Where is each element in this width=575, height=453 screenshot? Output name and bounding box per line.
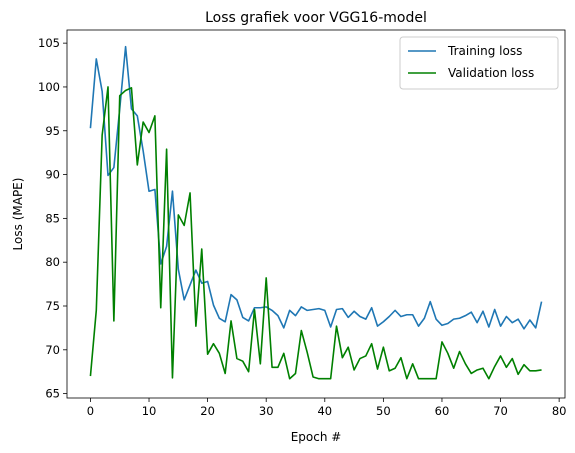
x-tick-label: 60 (435, 404, 450, 418)
y-tick-label: 95 (45, 124, 60, 138)
legend: Training loss Validation loss (399, 36, 559, 90)
y-tick-label: 105 (38, 36, 60, 50)
series-line-validation-loss (89, 86, 542, 380)
x-tick-label: 30 (259, 404, 274, 418)
y-tick-label: 85 (45, 211, 60, 225)
x-tick-label: 20 (200, 404, 215, 418)
plot-frame (66, 29, 566, 399)
x-tick-label: 70 (493, 404, 508, 418)
x-axis-label: Epoch # (291, 430, 342, 444)
plot-area (67, 30, 565, 398)
y-tick-label: 70 (45, 343, 60, 357)
x-tick-label: 50 (376, 404, 391, 418)
x-tick-label: 80 (552, 404, 567, 418)
y-tick-label: 90 (45, 168, 60, 182)
y-axis-label: Loss (MAPE) (11, 178, 25, 251)
legend-label: Validation loss (448, 66, 534, 80)
y-axis: 65 70 75 80 85 90 95 100 105 (38, 36, 67, 401)
y-tick-label: 75 (45, 299, 60, 313)
y-tick-label: 80 (45, 255, 60, 269)
x-tick-label: 40 (317, 404, 332, 418)
legend-box (399, 36, 559, 90)
x-tick-label: 0 (87, 404, 94, 418)
chart-title: Loss grafiek voor VGG16-model (205, 10, 427, 26)
series-layer (89, 45, 543, 380)
y-tick-label: 100 (38, 80, 60, 94)
legend-label: Training loss (447, 44, 522, 58)
series-line-training-loss (89, 45, 543, 330)
x-axis: 0 10 20 30 40 50 60 70 80 (87, 398, 567, 418)
x-tick-label: 10 (142, 404, 157, 418)
y-tick-label: 65 (45, 387, 60, 401)
